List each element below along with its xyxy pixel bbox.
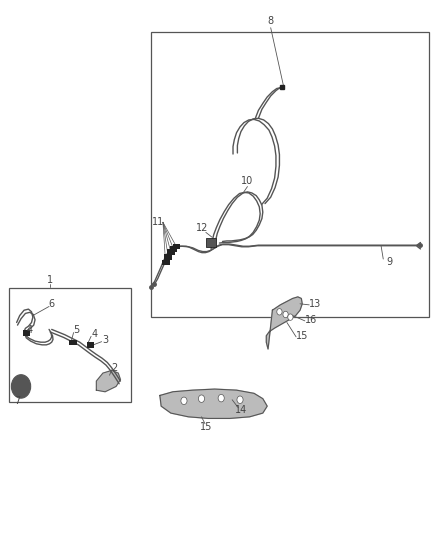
Bar (162, 260, 170, 265)
Polygon shape (160, 389, 267, 418)
Polygon shape (266, 297, 302, 349)
Bar (9, 288, 131, 402)
Circle shape (277, 309, 282, 315)
Circle shape (283, 311, 288, 318)
Text: 4: 4 (91, 329, 97, 339)
Text: 5: 5 (74, 326, 80, 335)
Circle shape (11, 375, 31, 398)
Text: 1: 1 (47, 275, 53, 285)
Text: 4: 4 (27, 326, 33, 335)
Bar (173, 244, 180, 249)
Text: 16: 16 (305, 315, 317, 325)
Bar (164, 254, 172, 260)
Polygon shape (96, 370, 120, 392)
Bar (23, 330, 30, 336)
Text: 7: 7 (14, 396, 21, 406)
Text: 14: 14 (235, 406, 247, 415)
Text: 10: 10 (241, 176, 254, 186)
Bar (206, 238, 216, 247)
Text: 3: 3 (102, 335, 108, 344)
Bar (167, 249, 175, 255)
Bar (87, 342, 94, 348)
Text: 15: 15 (296, 331, 308, 341)
Bar (170, 246, 177, 252)
Text: 8: 8 (268, 17, 274, 26)
Circle shape (181, 397, 187, 405)
Circle shape (218, 394, 224, 402)
Text: 9: 9 (387, 257, 393, 267)
Bar (69, 340, 77, 345)
Text: 15: 15 (200, 423, 212, 432)
Circle shape (237, 396, 243, 403)
Text: 12: 12 (196, 223, 208, 233)
Text: 11: 11 (152, 217, 164, 227)
Text: 6: 6 (49, 299, 55, 309)
Circle shape (288, 314, 293, 320)
Bar (151, 32, 429, 317)
Circle shape (198, 395, 205, 402)
Text: 13: 13 (309, 299, 321, 309)
Text: 2: 2 (112, 363, 118, 373)
